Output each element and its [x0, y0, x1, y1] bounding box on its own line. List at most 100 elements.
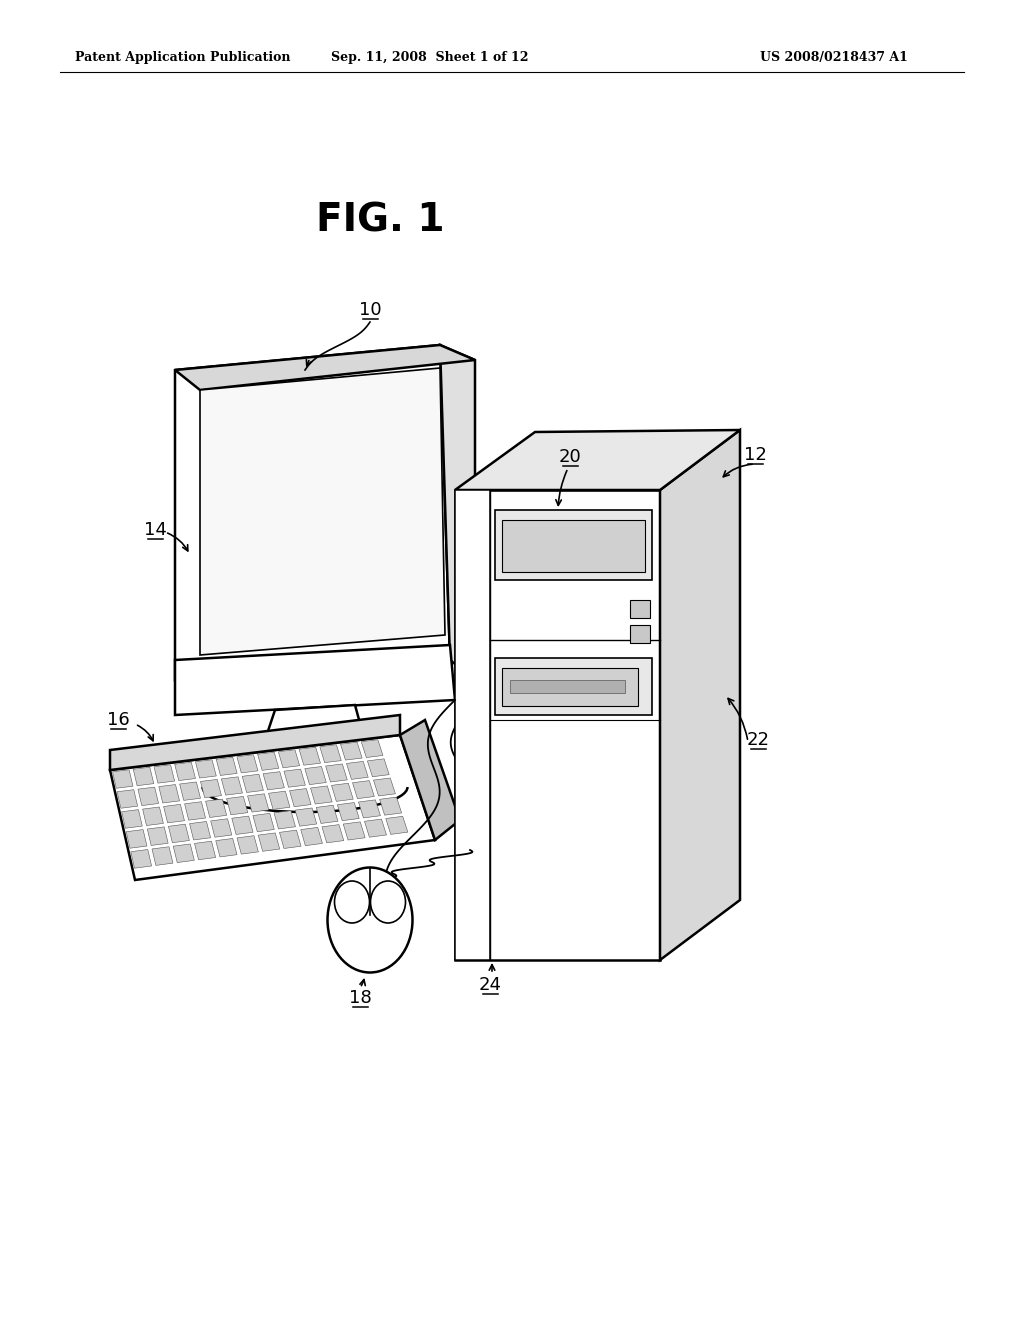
Polygon shape: [231, 816, 253, 834]
Polygon shape: [455, 490, 490, 960]
Text: Patent Application Publication: Patent Application Publication: [75, 51, 291, 65]
Polygon shape: [368, 759, 389, 776]
Polygon shape: [179, 781, 201, 800]
Polygon shape: [374, 777, 395, 796]
Polygon shape: [216, 758, 238, 775]
Polygon shape: [358, 800, 380, 818]
Text: 18: 18: [348, 989, 372, 1007]
Polygon shape: [305, 767, 327, 784]
Polygon shape: [201, 779, 221, 797]
Polygon shape: [175, 345, 450, 680]
Polygon shape: [138, 787, 159, 805]
Polygon shape: [380, 797, 401, 816]
Polygon shape: [200, 368, 445, 655]
Polygon shape: [295, 808, 316, 826]
Text: 14: 14: [143, 521, 167, 539]
Polygon shape: [299, 747, 321, 766]
Polygon shape: [352, 780, 375, 799]
Polygon shape: [343, 822, 366, 840]
Polygon shape: [195, 841, 216, 859]
Polygon shape: [152, 846, 173, 866]
Ellipse shape: [328, 867, 413, 973]
Ellipse shape: [335, 880, 370, 923]
Polygon shape: [154, 764, 175, 783]
Text: Sep. 11, 2008  Sheet 1 of 12: Sep. 11, 2008 Sheet 1 of 12: [331, 51, 528, 65]
Polygon shape: [211, 818, 231, 837]
Polygon shape: [268, 791, 290, 809]
Polygon shape: [173, 843, 195, 862]
Polygon shape: [110, 735, 435, 880]
Polygon shape: [221, 777, 243, 795]
Polygon shape: [274, 810, 296, 829]
Polygon shape: [280, 830, 301, 849]
Polygon shape: [341, 742, 362, 760]
Polygon shape: [630, 601, 650, 618]
Polygon shape: [502, 668, 638, 706]
Text: 20: 20: [559, 447, 582, 466]
Polygon shape: [316, 805, 338, 824]
Text: FIG. 1: FIG. 1: [315, 201, 444, 239]
Polygon shape: [346, 762, 369, 779]
Ellipse shape: [200, 767, 410, 822]
Polygon shape: [237, 755, 258, 774]
Polygon shape: [326, 764, 347, 781]
Polygon shape: [184, 801, 206, 820]
Polygon shape: [237, 836, 258, 854]
Polygon shape: [258, 833, 280, 851]
Polygon shape: [332, 783, 353, 801]
Polygon shape: [110, 715, 400, 770]
Polygon shape: [495, 510, 652, 579]
Polygon shape: [164, 804, 184, 822]
Polygon shape: [301, 828, 323, 846]
Polygon shape: [455, 490, 660, 960]
Polygon shape: [386, 816, 408, 834]
Text: 12: 12: [743, 446, 766, 465]
Text: 10: 10: [358, 301, 381, 319]
Polygon shape: [258, 752, 279, 771]
Polygon shape: [147, 826, 168, 846]
Polygon shape: [322, 825, 344, 843]
Polygon shape: [126, 829, 146, 849]
Polygon shape: [279, 750, 300, 768]
Polygon shape: [510, 680, 625, 693]
Polygon shape: [502, 520, 645, 572]
Polygon shape: [196, 760, 216, 777]
Polygon shape: [168, 824, 189, 842]
Polygon shape: [175, 645, 455, 715]
Polygon shape: [361, 739, 383, 758]
Polygon shape: [310, 785, 332, 804]
Polygon shape: [495, 657, 652, 715]
Polygon shape: [206, 799, 226, 817]
Text: 16: 16: [106, 711, 129, 729]
Ellipse shape: [371, 880, 406, 923]
Polygon shape: [216, 838, 237, 857]
Polygon shape: [263, 772, 285, 789]
Polygon shape: [117, 789, 137, 808]
Polygon shape: [400, 719, 460, 840]
Polygon shape: [284, 770, 305, 787]
Polygon shape: [660, 430, 740, 960]
Polygon shape: [113, 770, 133, 788]
Polygon shape: [290, 788, 311, 807]
Polygon shape: [226, 796, 248, 814]
Polygon shape: [337, 803, 359, 821]
Polygon shape: [630, 624, 650, 643]
Polygon shape: [131, 850, 152, 869]
Polygon shape: [253, 813, 274, 832]
Polygon shape: [175, 345, 475, 389]
Polygon shape: [440, 345, 475, 680]
Text: US 2008/0218437 A1: US 2008/0218437 A1: [760, 51, 908, 65]
Polygon shape: [255, 705, 370, 770]
Text: 24: 24: [478, 975, 502, 994]
Polygon shape: [319, 744, 341, 763]
Polygon shape: [142, 807, 164, 825]
Polygon shape: [365, 820, 386, 837]
Polygon shape: [159, 784, 179, 803]
Polygon shape: [248, 793, 269, 812]
Polygon shape: [189, 821, 211, 840]
Text: 22: 22: [746, 731, 769, 748]
Polygon shape: [122, 809, 142, 828]
Polygon shape: [243, 775, 263, 792]
Polygon shape: [133, 767, 154, 785]
Polygon shape: [175, 762, 196, 780]
